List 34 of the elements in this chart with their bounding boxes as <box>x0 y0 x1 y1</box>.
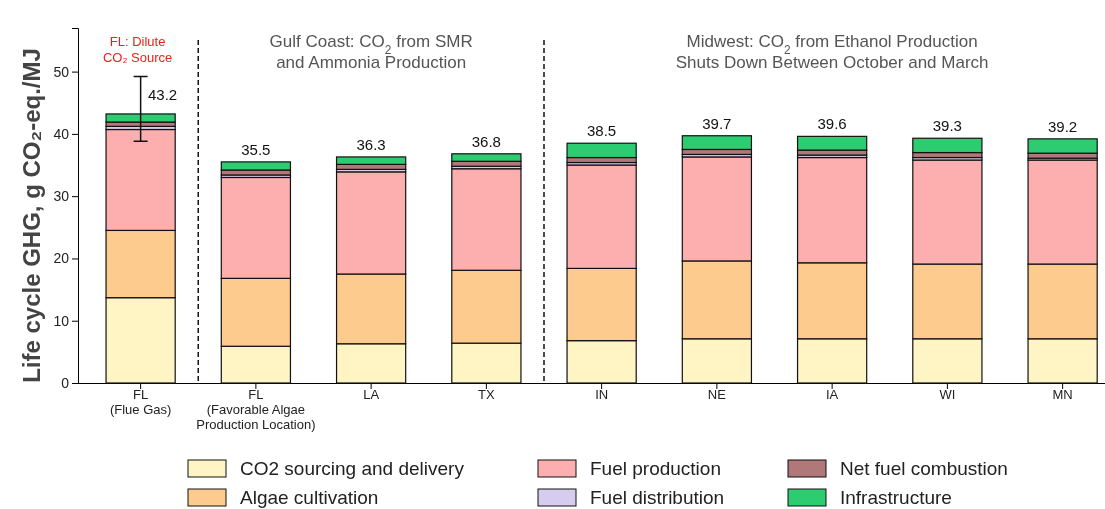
total-label: 38.5 <box>587 122 617 140</box>
total-label: 43.2 <box>148 85 178 103</box>
x-tick-label: IN <box>595 387 609 402</box>
y-axis-title: Life cycle GHG, g CO₂-eq./MJ <box>18 48 45 383</box>
total-label: 35.5 <box>241 140 271 158</box>
x-tick-label: FL (Favorable Algae Production Location) <box>196 387 316 432</box>
annotation: FL: Dilute CO₂ Source <box>102 34 173 66</box>
total-label: 39.6 <box>817 115 847 133</box>
legend-label: Algae cultivation <box>240 487 379 508</box>
y-tick-label: 50 <box>53 63 70 80</box>
total-label: 39.2 <box>1048 117 1078 135</box>
total-label: 39.7 <box>702 114 732 132</box>
total-label: 39.3 <box>932 117 962 135</box>
legend-label: Infrastructure <box>840 487 952 508</box>
legend-label: Fuel distribution <box>590 487 725 508</box>
x-tick-label: LA <box>363 387 380 402</box>
x-tick-label: WI <box>939 387 956 402</box>
y-tick-label: 20 <box>53 250 70 267</box>
legend-label: Fuel production <box>590 458 721 479</box>
y-tick-label: 0 <box>61 374 70 391</box>
total-label: 36.3 <box>356 135 386 153</box>
y-tick-label: 40 <box>53 125 70 142</box>
y-tick-label: 30 <box>53 188 70 205</box>
total-label: 36.8 <box>471 132 501 150</box>
legend-label: CO2 sourcing and delivery <box>240 458 465 479</box>
x-tick-label: MN <box>1052 387 1073 402</box>
x-tick-label: NE <box>707 387 727 402</box>
x-tick-label: IA <box>825 387 839 402</box>
annotation: Midwest: CO$_{2}$ from Ethanol Production Shuts Down Between October and March <box>675 32 989 73</box>
legend-label: Net fuel combustion <box>840 458 1008 479</box>
y-tick-label: 10 <box>53 312 70 329</box>
x-tick-label: FL (Flue Gas) <box>109 387 172 417</box>
x-tick-label: TX <box>478 387 495 402</box>
annotation: Gulf Coast: CO$_{2}$ from SMR and Ammonia Production <box>269 32 473 73</box>
